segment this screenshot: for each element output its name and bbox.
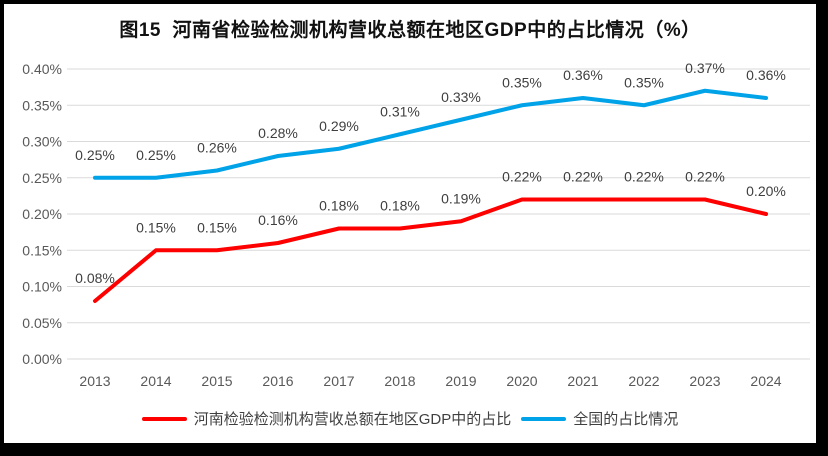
data-point-label-national: 0.35%: [624, 74, 664, 90]
data-point-label-national: 0.26%: [197, 140, 237, 156]
plot-area: 0.40% 0.35% 0.30% 0.25% 0.20% 0.15% 0.10% 0.05%…: [22, 60, 810, 389]
x-tick-label: 2015: [201, 373, 232, 389]
legend-label-national: 全国的占比情况: [573, 411, 679, 428]
data-point-label-henan: 0.22%: [624, 169, 664, 185]
x-tick-label: 2022: [628, 373, 659, 389]
data-point-label-henan: 0.22%: [502, 169, 542, 185]
legend-line-swatch-blue: [521, 416, 567, 421]
legend-line-swatch-red: [141, 416, 187, 421]
y-tick-label: 0.35%: [22, 97, 62, 113]
data-point-label-henan: 0.19%: [441, 190, 481, 206]
chart-title: 图15 河南省检验检测机构营收总额在地区GDP中的占比情况（%）: [119, 20, 701, 41]
y-tick-label: 0.40%: [22, 61, 62, 77]
data-point-label-national: 0.25%: [75, 147, 115, 163]
y-tick-label: 0.00%: [22, 351, 62, 367]
y-tick-label: 0.05%: [22, 315, 62, 331]
y-tick-label: 0.10%: [22, 279, 62, 295]
legend-item-henan: 河南检验检测机构营收总额在地区GDP中的占比: [141, 408, 512, 429]
data-point-label-henan: 0.22%: [563, 169, 603, 185]
x-tick-label: 2021: [567, 373, 598, 389]
data-point-label-national: 0.37%: [685, 60, 725, 76]
data-point-label-henan: 0.20%: [746, 183, 786, 199]
y-tick-label: 0.25%: [22, 170, 62, 186]
y-tick-label: 0.20%: [22, 206, 62, 222]
data-point-label-henan: 0.16%: [258, 212, 298, 228]
data-point-label-henan: 0.22%: [685, 169, 725, 185]
x-tick-label: 2013: [79, 373, 110, 389]
data-point-label-national: 0.31%: [380, 103, 420, 119]
data-point-label-henan: 0.18%: [380, 198, 420, 214]
data-point-label-henan: 0.08%: [75, 270, 115, 286]
data-point-label-national: 0.28%: [258, 125, 298, 141]
x-tick-label: 2017: [323, 373, 354, 389]
data-point-label-national: 0.33%: [441, 89, 481, 105]
x-tick-label: 2024: [750, 373, 781, 389]
data-point-label-national: 0.36%: [563, 67, 603, 83]
y-tick-label: 0.30%: [22, 134, 62, 150]
data-point-label-national: 0.35%: [502, 74, 542, 90]
x-tick-label: 2019: [445, 373, 476, 389]
x-tick-label: 2016: [262, 373, 293, 389]
y-tick-label: 0.15%: [22, 242, 62, 258]
data-point-label-henan: 0.18%: [319, 198, 359, 214]
legend: 河南检验检测机构营收总额在地区GDP中的占比 全国的占比情况: [4, 408, 816, 429]
series-line-national: [93, 88, 768, 180]
x-tick-label: 2018: [384, 373, 415, 389]
data-point-label-national: 0.29%: [319, 118, 359, 134]
x-tick-label: 2023: [689, 373, 720, 389]
legend-label-henan: 河南检验检测机构营收总额在地区GDP中的占比: [193, 411, 512, 428]
data-point-label-national: 0.25%: [136, 147, 176, 163]
data-point-label-henan: 0.15%: [136, 219, 176, 235]
series-line-henan: [93, 197, 768, 303]
x-tick-label: 2020: [506, 373, 537, 389]
data-point-label-henan: 0.15%: [197, 219, 237, 235]
legend-item-national: 全国的占比情况: [521, 408, 678, 429]
data-point-label-national: 0.36%: [746, 67, 786, 83]
x-tick-label: 2014: [140, 373, 171, 389]
